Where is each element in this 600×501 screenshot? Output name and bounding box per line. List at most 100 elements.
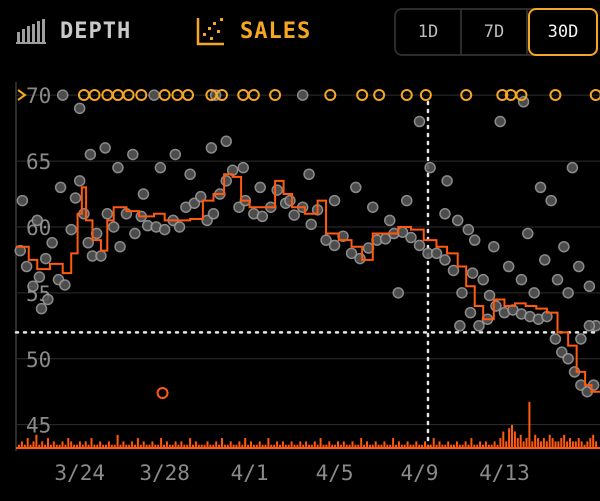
sale-dot [424, 161, 436, 174]
volume-bar [203, 444, 206, 448]
sale-dot [494, 115, 506, 128]
volume-bar [105, 444, 107, 448]
volume-bar [441, 444, 444, 448]
sale-dot [148, 89, 160, 101]
volume-bar [487, 444, 490, 448]
volume-bar [435, 444, 438, 448]
sale-dot [502, 260, 515, 273]
volume-bar [328, 441, 331, 448]
sale-dot [534, 181, 547, 194]
volume-bar [287, 444, 290, 448]
sales-tab[interactable]: SALES [196, 12, 311, 50]
sale-dot [237, 161, 249, 174]
volume-bar [55, 444, 58, 448]
sale-dot [20, 260, 33, 273]
volume-bar [52, 441, 55, 448]
sale-dot [558, 240, 570, 253]
volume-bar [107, 441, 110, 448]
clipped-sale-marker [158, 89, 171, 101]
volume-bar [252, 444, 255, 448]
volume-bar [397, 441, 400, 448]
depth-tab[interactable]: DEPTH [16, 12, 131, 50]
sale-dot [169, 148, 182, 161]
volume-bar [511, 424, 513, 448]
volume-bar [145, 444, 148, 448]
volume-bar [67, 438, 70, 448]
volume-bar [23, 444, 26, 448]
volume-bar [177, 444, 180, 448]
volume-bar [490, 444, 493, 448]
sale-dot [271, 184, 283, 196]
volume-bar [139, 444, 142, 448]
volume-bar [244, 438, 247, 448]
volume-bar [113, 444, 116, 448]
clipped-sale-marker [324, 89, 337, 101]
volume-bar [270, 444, 273, 448]
sale-dot [95, 250, 107, 262]
volume-bar [450, 444, 453, 448]
volume-bar [409, 444, 412, 448]
volume-bar [334, 444, 337, 448]
volume-bar [84, 441, 87, 448]
sale-dot [82, 237, 94, 249]
volume-bar [418, 444, 421, 448]
volume-bar [134, 444, 136, 448]
volume-bar [351, 441, 354, 448]
volume-bar [26, 438, 29, 448]
volume-bar [595, 441, 598, 448]
sale-dot [31, 214, 43, 227]
volume-bar [522, 441, 525, 448]
x-tick-label: 4/13 [479, 461, 530, 485]
sale-dot [466, 267, 479, 279]
sale-dot [545, 194, 557, 207]
volume-bar [238, 441, 241, 448]
x-tick-label: 4/5 [316, 461, 354, 485]
volume-bar [467, 444, 470, 448]
range-7d-button[interactable]: 7D [462, 10, 528, 54]
volume-bar [389, 444, 392, 448]
range-1d-button[interactable]: 1D [396, 10, 462, 54]
volume-bars [18, 401, 598, 448]
volume-bar [476, 444, 479, 448]
volume-bar [424, 441, 426, 448]
volume-bar [313, 441, 316, 448]
volume-bar [508, 428, 511, 448]
sale-dot [439, 254, 451, 266]
volume-bar [76, 444, 78, 448]
volume-bar [32, 441, 35, 448]
volume-bar [281, 441, 284, 448]
volume-bar [531, 441, 534, 448]
sale-dot [566, 161, 579, 174]
volume-bar [47, 438, 49, 448]
volume-bar [560, 438, 563, 448]
volume-bar [73, 444, 76, 448]
range-30d-button[interactable]: 30D [528, 8, 598, 56]
sale-dot [14, 244, 26, 257]
volume-bar [438, 441, 441, 448]
volume-bar [194, 441, 197, 448]
sale-dot [46, 237, 58, 249]
volume-bar [563, 434, 566, 448]
sale-dot [27, 280, 39, 293]
volume-bar [383, 441, 386, 448]
volume-bar [354, 444, 357, 448]
sale-dot [184, 168, 196, 180]
sale-dot [288, 209, 300, 221]
x-tick-label: 4/9 [401, 461, 439, 485]
volume-bar [528, 401, 531, 448]
volume-bar [421, 444, 424, 448]
volume-bar [299, 441, 302, 448]
volume-bar [235, 444, 238, 448]
volume-bar [374, 441, 377, 448]
volume-bar [255, 444, 258, 448]
x-tick-label: 3/24 [54, 461, 105, 485]
sale-dot [583, 280, 596, 293]
volume-bar [403, 444, 406, 448]
sale-dot [462, 223, 475, 236]
sale-dot [488, 240, 500, 253]
clipped-sale-marker [549, 89, 562, 101]
volume-bar [273, 444, 276, 448]
volume-bar [296, 444, 299, 448]
depth-tab-label: DEPTH [60, 18, 132, 44]
